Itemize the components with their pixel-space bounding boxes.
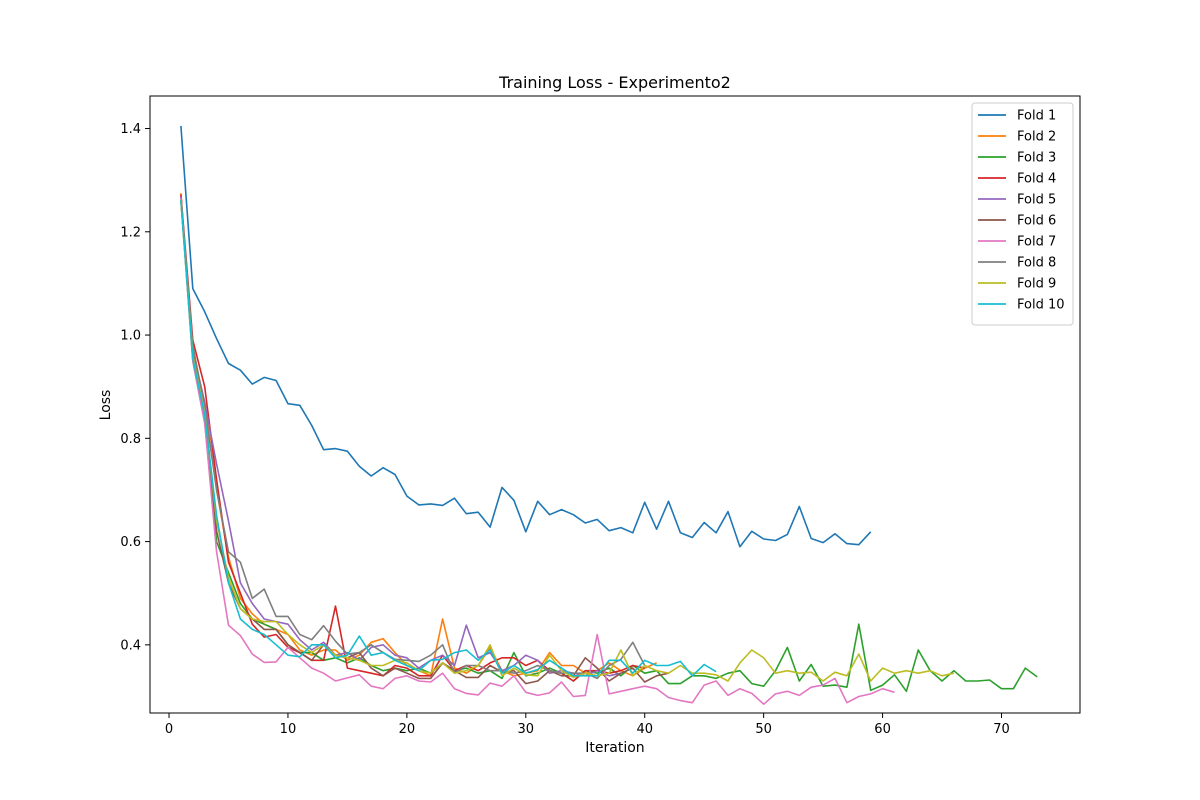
legend: Fold 1 Fold 2 Fold 3 Fold 4 Fold 5 Fold 6 Fold… <box>971 102 1074 326</box>
y-tick-label: 1.2 <box>120 225 141 240</box>
y-axis-ticks: 0.4 0.6 0.8 1.0 1.2 1.4 <box>120 122 150 653</box>
x-tick-label: 10 <box>280 722 297 737</box>
legend-label-fold-6: Fold 6 <box>1017 214 1056 229</box>
y-axis-title: Loss <box>98 390 114 421</box>
x-tick-label: 0 <box>165 722 173 737</box>
series-line-fold-4 <box>180 194 645 682</box>
y-tick-label: 1.0 <box>120 329 141 344</box>
x-tick-label: 70 <box>993 722 1010 737</box>
legend-label-fold-8: Fold 8 <box>1017 256 1056 271</box>
series-line-fold-3 <box>180 200 1038 693</box>
series-line-fold-8 <box>180 199 646 680</box>
legend-box <box>971 102 1074 326</box>
y-tick-label: 0.6 <box>120 535 141 550</box>
plot-lines <box>180 125 1038 706</box>
x-tick-label: 40 <box>636 722 653 737</box>
x-tick-label: 60 <box>874 722 891 737</box>
plot-frame <box>149 95 1081 714</box>
legend-label-fold-5: Fold 5 <box>1017 193 1056 208</box>
x-axis-ticks: 0 10 20 30 40 50 60 70 <box>165 713 1010 737</box>
x-axis-title: Iteration <box>585 740 644 756</box>
legend-label-fold-4: Fold 4 <box>1017 172 1056 187</box>
legend-label-fold-1: Fold 1 <box>1017 109 1056 124</box>
legend-label-fold-7: Fold 7 <box>1017 235 1056 250</box>
legend-label-fold-9: Fold 9 <box>1017 277 1056 292</box>
series-line-fold-6 <box>180 199 669 685</box>
series-line-fold-10 <box>180 199 717 677</box>
chart-title: Training Loss - Experimento2 <box>498 73 731 92</box>
y-tick-label: 1.4 <box>120 122 141 137</box>
series-line-fold-5 <box>180 196 622 677</box>
y-tick-label: 0.4 <box>120 638 141 653</box>
x-tick-label: 30 <box>518 722 535 737</box>
legend-label-fold-10: Fold 10 <box>1017 298 1065 313</box>
x-tick-label: 20 <box>399 722 416 737</box>
legend-label-fold-3: Fold 3 <box>1017 151 1056 166</box>
series-line-fold-1 <box>180 125 872 548</box>
series-line-fold-7 <box>180 198 895 706</box>
y-tick-label: 0.8 <box>120 432 141 447</box>
x-tick-label: 50 <box>755 722 772 737</box>
legend-label-fold-2: Fold 2 <box>1017 130 1056 145</box>
series-line-fold-9 <box>180 199 955 682</box>
